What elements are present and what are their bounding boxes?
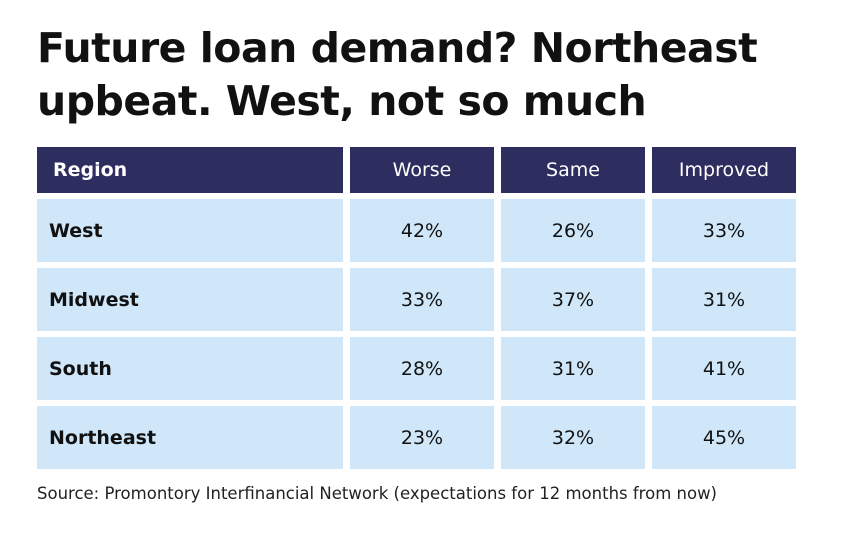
table-cell: 31% [501, 337, 645, 400]
column-header: Improved [652, 147, 796, 193]
row-label: Northeast [37, 406, 343, 469]
title: Future loan demand? Northeast upbeat. We… [37, 24, 758, 125]
table-cell: 26% [501, 199, 645, 262]
source-note: Source: Promontory Interfinancial Networ… [37, 484, 717, 503]
data-table: Region Worse Same Improved West 42% 26% 33% Midw… [37, 147, 796, 469]
table-cell: 28% [350, 337, 494, 400]
row-label: Midwest [37, 268, 343, 331]
table-cell: 32% [501, 406, 645, 469]
table-cell: 23% [350, 406, 494, 469]
table-cell: 41% [652, 337, 796, 400]
row-label: South [37, 337, 343, 400]
table-cell: 37% [501, 268, 645, 331]
column-header: Worse [350, 147, 494, 193]
table-cell: 45% [652, 406, 796, 469]
table-cell: 33% [350, 268, 494, 331]
column-header: Same [501, 147, 645, 193]
column-header: Region [37, 147, 343, 193]
table-cell: 42% [350, 199, 494, 262]
table-cell: 31% [652, 268, 796, 331]
table-cell: 33% [652, 199, 796, 262]
row-label: West [37, 199, 343, 262]
